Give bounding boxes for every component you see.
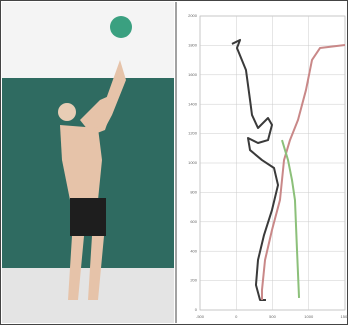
y-tick-label: 1000 (188, 160, 198, 165)
x-tick-label: -500 (196, 314, 205, 319)
leg (68, 236, 84, 300)
x-tick-label: 1500 (341, 314, 348, 319)
ball (110, 16, 132, 38)
shorts (70, 198, 106, 236)
photo (2, 2, 174, 323)
y-tick-label: 400 (190, 248, 197, 253)
arm (80, 92, 118, 135)
y-tick-label: 1800 (188, 42, 198, 47)
leg (88, 236, 104, 300)
torso (60, 125, 102, 200)
y-tick-label: 2000 (188, 13, 198, 18)
x-tick-label: 500 (269, 314, 276, 319)
y-tick-label: 1200 (188, 131, 198, 136)
y-tick-label: 800 (190, 189, 197, 194)
floor (2, 268, 174, 323)
series-line (231, 38, 280, 302)
y-tick-label: 600 (190, 219, 197, 224)
y-tick-label: 0 (195, 307, 198, 312)
series-line (260, 43, 346, 301)
head (58, 103, 76, 121)
x-tick-label: 1000 (304, 314, 314, 319)
y-tick-label: 1600 (188, 72, 198, 77)
series-line (281, 139, 301, 298)
y-tick-label: 200 (190, 278, 197, 283)
x-tick-label: 0 (235, 314, 238, 319)
y-tick-label: 1400 (188, 101, 198, 106)
